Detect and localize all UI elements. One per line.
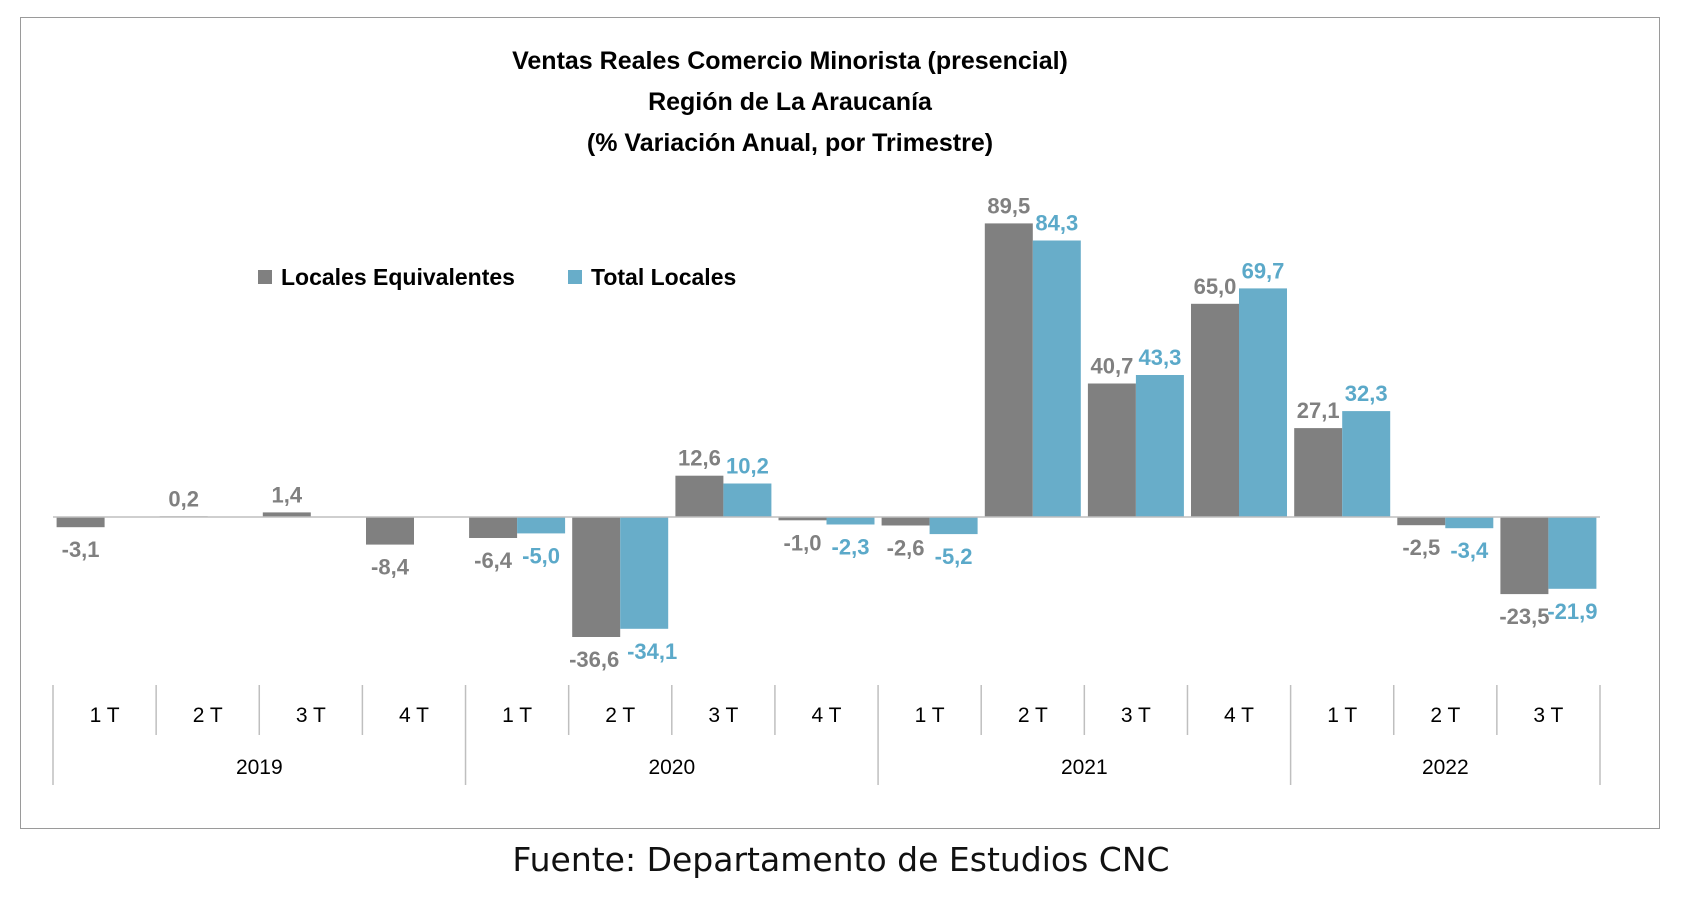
bar: [1500, 517, 1549, 595]
bar: [1397, 517, 1446, 526]
data-label: 69,7: [1242, 258, 1285, 283]
chart-title-line: Ventas Reales Comercio Minorista (presen…: [512, 47, 1068, 75]
data-label: 12,6: [678, 446, 721, 471]
x-tick-label: 1 T: [915, 704, 945, 727]
x-year-label: 2022: [1422, 756, 1469, 779]
data-labels: -3,1 0,2 1,4 -8,4 -6,4 -36,6 12,6 -1,0 -2,6 89,5 4…: [62, 193, 1598, 672]
x-tick-label: 3 T: [708, 704, 738, 727]
legend-swatch: [258, 270, 272, 284]
source-note: Fuente: Departamento de Estudios CNC: [512, 840, 1170, 879]
bar: [1087, 383, 1136, 517]
bar: [56, 517, 105, 528]
legend: Locales Equivalentes Total Locales: [258, 264, 736, 290]
data-label: -2,3: [832, 535, 870, 560]
data-label: 10,2: [726, 454, 769, 479]
x-tick-label: 3 T: [1121, 704, 1151, 727]
chart-title-line: (% Variación Anual, por Trimestre): [587, 129, 993, 157]
data-label: 43,3: [1138, 345, 1181, 370]
x-tick-label: 3 T: [1533, 704, 1563, 727]
data-label: -36,6: [569, 647, 619, 672]
x-year-label: 2021: [1061, 756, 1108, 779]
data-label: 1,4: [272, 482, 303, 507]
bar: [1445, 517, 1494, 529]
data-label: -3,1: [62, 537, 100, 562]
x-tick-label: 2 T: [1430, 704, 1460, 727]
x-tick-label: 1 T: [90, 704, 120, 727]
bar: [1548, 517, 1597, 589]
bar: [1135, 375, 1184, 517]
x-tick-label: 1 T: [502, 704, 532, 727]
x-tick-label: 2 T: [1018, 704, 1048, 727]
data-label: 27,1: [1297, 398, 1340, 423]
data-label: -5,0: [522, 543, 560, 568]
x-year-label: 2019: [236, 756, 283, 779]
legend-label: Locales Equivalentes: [281, 264, 515, 290]
data-label: 32,3: [1345, 381, 1388, 406]
data-label: -8,4: [371, 555, 410, 580]
data-label: -5,2: [935, 544, 973, 569]
bars: [56, 223, 1597, 637]
x-axis: 1 T 2 T 3 T 4 T 1 T 2 T 3 T 4 T 1 T 2 T 3 T 4 T 1 T 2…: [52, 516, 1601, 785]
bar: [1032, 240, 1081, 517]
data-label: -6,4: [474, 548, 513, 573]
chart-title: Ventas Reales Comercio Minorista (presen…: [512, 47, 1068, 157]
x-tick-label: 1 T: [1327, 704, 1357, 727]
data-label: 65,0: [1194, 274, 1237, 299]
chart: Ventas Reales Comercio Minorista (presen…: [52, 47, 1601, 785]
x-tick-label: 4 T: [1224, 704, 1254, 727]
bar: [826, 517, 875, 525]
x-tick-label: 2 T: [605, 704, 635, 727]
bar: [929, 517, 978, 535]
data-label: -21,9: [1547, 599, 1597, 624]
bar: [881, 517, 930, 526]
legend-label: Total Locales: [591, 264, 736, 290]
x-tick-label: 4 T: [812, 704, 842, 727]
bar: [366, 517, 414, 545]
data-label: -3,4: [1450, 538, 1489, 563]
x-tick-label: 3 T: [296, 704, 326, 727]
bar: [262, 512, 311, 517]
bar: [675, 475, 724, 517]
bar: [1239, 288, 1287, 517]
bar: [778, 517, 827, 521]
data-label: 40,7: [1090, 354, 1133, 379]
x-tick-label: 2 T: [193, 704, 223, 727]
data-label: -23,5: [1499, 604, 1549, 629]
bar: [984, 223, 1033, 517]
bar: [517, 517, 566, 534]
bar: [469, 517, 518, 538]
data-label: -34,1: [627, 639, 677, 664]
data-label: -2,5: [1402, 535, 1440, 560]
bar: [1191, 303, 1239, 517]
bar: [723, 483, 772, 517]
bar: [1342, 411, 1391, 517]
legend-swatch: [568, 270, 582, 284]
bar: [620, 517, 669, 629]
data-label: 0,2: [168, 486, 199, 511]
data-label: -2,6: [887, 536, 925, 561]
data-label: -1,0: [784, 530, 822, 555]
bar: [1294, 428, 1343, 517]
chart-title-line: Región de La Araucanía: [648, 88, 933, 116]
data-label: 89,5: [987, 193, 1030, 218]
data-label: 84,3: [1035, 211, 1078, 236]
x-year-label: 2020: [648, 756, 695, 779]
bar: [572, 517, 621, 637]
x-tick-label: 4 T: [399, 704, 429, 727]
